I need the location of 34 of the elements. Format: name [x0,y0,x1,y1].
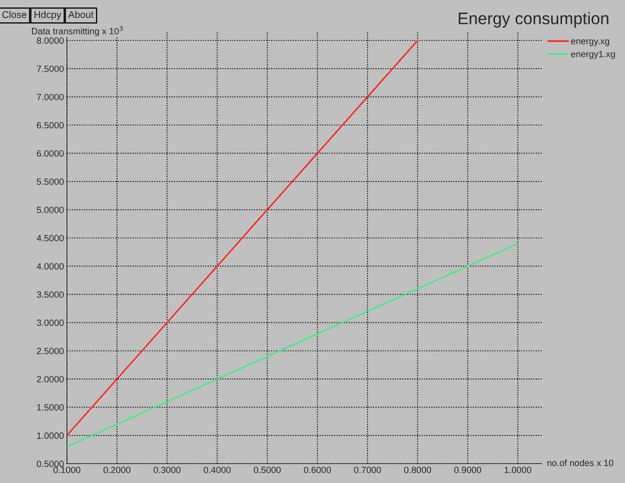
x-tick-label: 0.1000 [53,466,80,474]
x-tick-label: 0.2000 [104,466,130,474]
y-tick-label: 1.0000 [37,432,64,439]
chart-title: Energy consumption [458,12,608,28]
legend-label: energy1.xg [571,50,615,60]
x-tick-label: 1.0000 [504,466,532,474]
text: Hdcpy [34,10,62,20]
y-tick-label: 7.5000 [36,66,64,72]
y-tick-label: 4.5000 [36,234,64,242]
y-axis-title: Data transmitting x 10$^{3}$ [32,26,123,36]
x-tick-label: 0.6000 [304,466,331,474]
y-tick-label: 6.0000 [36,150,64,157]
x-tick-label: 0.5000 [254,466,281,474]
y-tick-label: 8.0000 [36,37,64,44]
y-tick-label: 0.5000 [36,460,64,468]
text: Close [2,10,26,18]
y-tick-label: 3.5000 [36,291,64,298]
legend-label: energy.xg [571,39,610,46]
x-tick-label: 0.4000 [204,466,231,474]
x-tick-label: 0.9000 [454,466,482,474]
y-tick-label: 6.5000 [36,122,64,128]
x-tick-label: 0.7000 [354,466,381,474]
y-tick-label: 4.0000 [36,263,64,270]
x-tick-label: 0.8000 [404,466,432,474]
text: About [68,10,94,18]
y-tick-label: 5.0000 [36,206,64,214]
x-tick-label: 0.3000 [154,466,181,474]
y-tick-label: 7.0000 [36,94,64,100]
y-tick-label: 1.5000 [37,404,64,411]
y-tick-label: 3.0000 [36,320,64,326]
y-tick-label: 5.5000 [36,178,64,185]
x-axis-title: no.of nodes x 10 [547,459,614,466]
y-tick-label: 2.0000 [36,376,64,382]
y-tick-label: 2.5000 [36,348,64,354]
